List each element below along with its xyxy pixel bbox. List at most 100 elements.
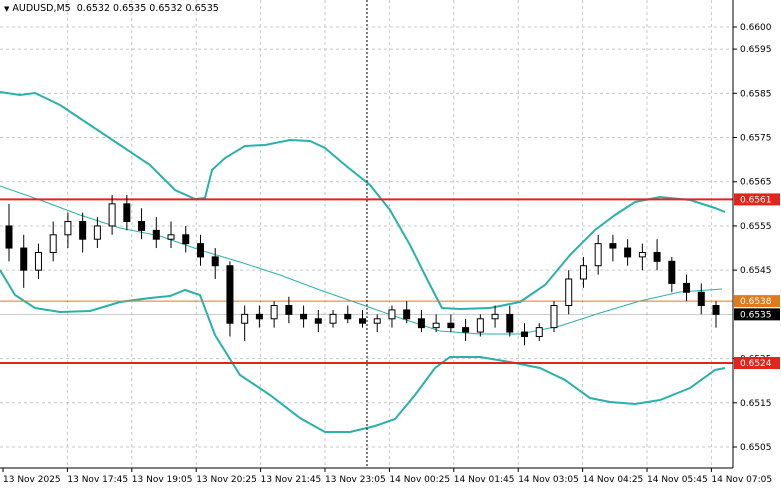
candle-8	[123, 195, 131, 231]
bear-candle-body	[314, 318, 322, 324]
triangle-down-icon[interactable]: ▼	[4, 5, 10, 13]
bear-candle-body	[447, 322, 455, 329]
bear-candle-body	[344, 313, 352, 320]
candle-1	[20, 234, 28, 288]
candle-4	[64, 212, 72, 249]
candle-13	[196, 234, 204, 266]
candle-2	[34, 243, 42, 279]
candle-11	[167, 221, 175, 249]
candle-40	[594, 234, 602, 275]
candle-45	[668, 256, 676, 293]
candle-17	[255, 305, 263, 328]
price-label: 0.6575	[740, 134, 772, 144]
candle-48	[712, 301, 720, 328]
candle-10	[152, 217, 160, 249]
price-label: 0.6545	[740, 266, 772, 276]
time-label: 13 Nov 21:45	[261, 475, 322, 485]
bear-candle-body	[624, 247, 632, 258]
candle-29	[432, 314, 440, 333]
candle-16	[241, 305, 249, 341]
candle-22	[329, 309, 337, 328]
bear-candle-body	[182, 234, 190, 245]
candle-47	[697, 283, 705, 315]
bull-candle-body	[491, 313, 499, 320]
bull-candle-body	[329, 313, 337, 324]
candle-44	[653, 239, 661, 271]
bear-candle-body	[138, 221, 146, 231]
bull-candle-body	[579, 265, 587, 280]
current-price-tag-bg	[734, 308, 780, 321]
bear-candle-body	[462, 327, 470, 333]
candle-27	[403, 301, 411, 324]
bull-candle-body	[476, 318, 484, 333]
candle-39	[579, 256, 587, 288]
price-label: 0.6595	[740, 45, 772, 55]
time-label: 13 Nov 2025	[3, 475, 61, 485]
bull-candle-body	[241, 313, 249, 324]
bull-candle-body	[388, 309, 396, 320]
bear-candle-body	[697, 291, 705, 307]
bull-candle-body	[34, 251, 42, 271]
bull-candle-body	[270, 305, 278, 320]
bull-candle-body	[167, 234, 175, 240]
bear-candle-body	[300, 313, 308, 320]
bull-candle-body	[373, 318, 381, 324]
candle-21	[314, 309, 322, 333]
bear-candle-body	[20, 247, 28, 271]
bear-candle-body	[211, 256, 219, 267]
ohlc-values: 0.6532 0.6535 0.6532 0.6535	[76, 3, 219, 14]
price-label: 0.6585	[740, 89, 772, 99]
bear-candle-body	[152, 229, 160, 240]
current-price-tag-label: 0.6535	[740, 310, 772, 320]
price-label: 0.6600	[740, 23, 772, 33]
bear-candle-body	[653, 251, 661, 262]
middle-band-line	[0, 185, 723, 335]
horizontal-levels	[0, 198, 733, 364]
bear-candle-body	[226, 265, 234, 324]
bear-candle-body	[668, 260, 676, 284]
candle-12	[182, 225, 190, 253]
bear-candle-body	[359, 318, 366, 324]
candle-42	[624, 239, 632, 266]
candle-30	[447, 314, 455, 333]
time-label: 13 Nov 23:05	[325, 475, 386, 485]
bear-candle-body	[506, 313, 514, 333]
bull-candle-body	[594, 243, 602, 267]
bear-candle-body	[5, 225, 13, 249]
time-axis: 13 Nov 2025 13 Nov 17:45 13 Nov 19:05 13 No…	[2, 468, 772, 485]
bull-candle-body	[550, 305, 558, 329]
bear-candle-body	[255, 313, 263, 320]
time-label: 13 Nov 20:25	[196, 475, 257, 485]
candle-33	[491, 305, 499, 328]
lower-band-line	[0, 269, 726, 433]
bull-candle-body	[638, 251, 646, 258]
bear-candle-body	[609, 243, 617, 249]
candle-5	[79, 212, 87, 253]
candle-18	[270, 301, 278, 328]
upper-band-line	[0, 91, 726, 311]
candle-35	[521, 323, 529, 346]
candle-0	[5, 203, 13, 262]
bear-candle-body	[521, 331, 529, 337]
level-tag-bg-1	[734, 295, 780, 308]
price-level-tags: 0.6561 0.6538 0.6524 0.6535	[734, 193, 780, 369]
candle-46	[683, 274, 691, 302]
candle-34	[506, 305, 514, 337]
price-axis-background	[733, 0, 781, 489]
level-tag-bg-2	[734, 357, 780, 369]
candle-38	[565, 270, 573, 315]
candle-28	[417, 309, 425, 333]
time-label: 13 Nov 19:05	[132, 475, 193, 485]
level-tag-label-2: 0.6524	[740, 359, 772, 369]
bull-candle-body	[565, 278, 573, 307]
time-label: 14 Nov 01:45	[454, 475, 515, 485]
price-label: 0.6565	[740, 178, 772, 188]
grid	[0, 0, 733, 468]
bull-candle-body	[108, 203, 116, 227]
bull-candle-body	[64, 221, 72, 236]
bull-candle-body	[93, 225, 101, 240]
time-label: 14 Nov 07:05	[711, 475, 772, 485]
candlesticks	[5, 195, 720, 346]
